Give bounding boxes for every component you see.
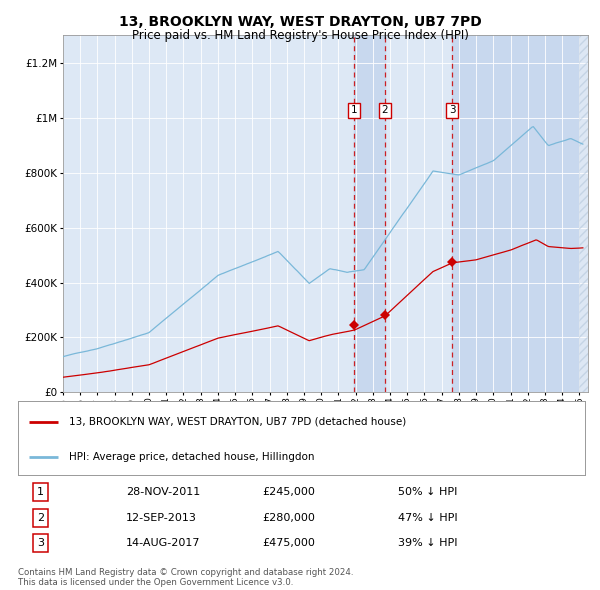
Text: 3: 3 [449, 106, 455, 116]
Text: 47% ↓ HPI: 47% ↓ HPI [398, 513, 458, 523]
Text: £280,000: £280,000 [262, 513, 314, 523]
Text: 14-AUG-2017: 14-AUG-2017 [126, 538, 200, 548]
Text: 13, BROOKLYN WAY, WEST DRAYTON, UB7 7PD: 13, BROOKLYN WAY, WEST DRAYTON, UB7 7PD [119, 15, 481, 29]
Text: 28-NOV-2011: 28-NOV-2011 [126, 487, 200, 497]
Text: 1: 1 [37, 487, 44, 497]
Bar [580, 35, 588, 392]
Text: 2: 2 [37, 513, 44, 523]
Text: 2: 2 [382, 106, 388, 116]
Text: 3: 3 [37, 538, 44, 548]
Bar [354, 35, 385, 392]
Text: HPI: Average price, detached house, Hillingdon: HPI: Average price, detached house, Hill… [69, 451, 314, 461]
Text: Contains HM Land Registry data © Crown copyright and database right 2024.
This d: Contains HM Land Registry data © Crown c… [18, 568, 353, 587]
Text: 39% ↓ HPI: 39% ↓ HPI [398, 538, 457, 548]
Text: 50% ↓ HPI: 50% ↓ HPI [398, 487, 457, 497]
Text: £245,000: £245,000 [262, 487, 314, 497]
Text: 12-SEP-2013: 12-SEP-2013 [126, 513, 197, 523]
Bar [452, 35, 588, 392]
Text: £475,000: £475,000 [262, 538, 314, 548]
Text: Price paid vs. HM Land Registry's House Price Index (HPI): Price paid vs. HM Land Registry's House … [131, 30, 469, 42]
Text: 1: 1 [351, 106, 358, 116]
Text: 13, BROOKLYN WAY, WEST DRAYTON, UB7 7PD (detached house): 13, BROOKLYN WAY, WEST DRAYTON, UB7 7PD … [69, 417, 406, 427]
